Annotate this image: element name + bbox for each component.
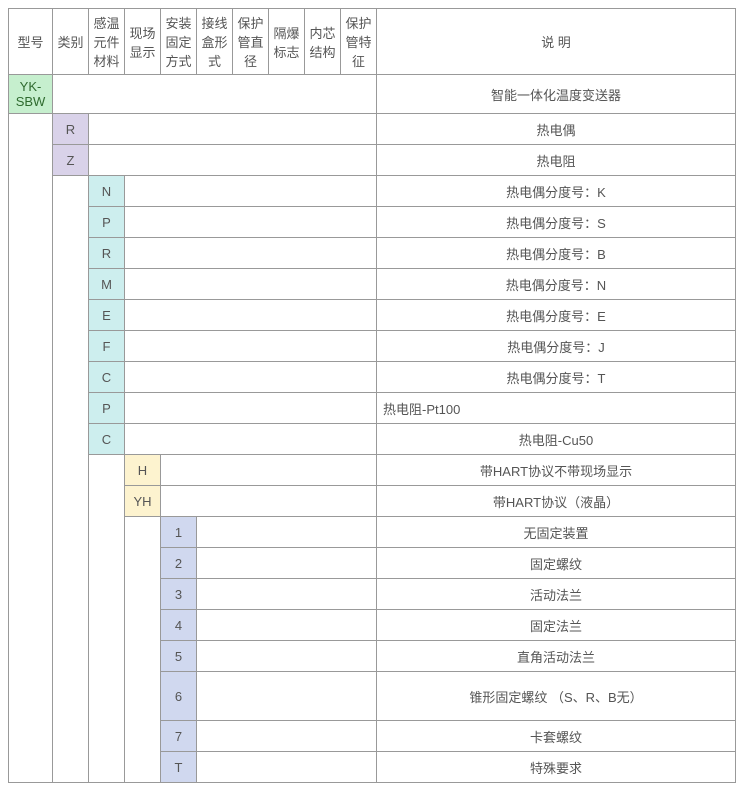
- cell-mount-desc: 固定螺纹: [377, 548, 736, 579]
- header-core: 内芯结构: [305, 9, 341, 75]
- cell-sensor-code: N: [89, 176, 125, 207]
- cell-blank: [125, 207, 377, 238]
- row-sensor: C 热电偶分度号：T: [9, 362, 736, 393]
- row-sensor: P 热电阻-Pt100: [9, 393, 736, 424]
- row-sensor: F 热电偶分度号：J: [9, 331, 736, 362]
- cell-sensor-code: R: [89, 238, 125, 269]
- row-category-Z: Z 热电阻: [9, 145, 736, 176]
- cell-sensor-code: C: [89, 362, 125, 393]
- cell-sensor-code: P: [89, 207, 125, 238]
- cell-mount-code: 1: [161, 517, 197, 548]
- cell-display-desc: 带HART协议（液晶）: [377, 486, 736, 517]
- cell-sensor-desc: 热电偶分度号：N: [377, 269, 736, 300]
- row-sensor: N 热电偶分度号：K: [9, 176, 736, 207]
- cell-blank: [125, 300, 377, 331]
- cell-display-code: H: [125, 455, 161, 486]
- cell-blank: [197, 579, 377, 610]
- row-display: H 带HART协议不带现场显示: [9, 455, 736, 486]
- row-sensor: R 热电偶分度号：B: [9, 238, 736, 269]
- cell-sensor-code: P: [89, 393, 125, 424]
- cell-blank: [125, 331, 377, 362]
- header-display: 现场显示: [125, 9, 161, 75]
- cell-mount-code: T: [161, 752, 197, 783]
- cell-blank: [89, 145, 377, 176]
- header-diameter: 保护管直径: [233, 9, 269, 75]
- cell-display-desc: 带HART协议不带现场显示: [377, 455, 736, 486]
- header-row: 型号 类别 感温元件材料 现场显示 安装固定方式 接线盒形式 保护管直径 隔爆标…: [9, 9, 736, 75]
- cell-blank: [197, 517, 377, 548]
- cell-blank: [125, 393, 377, 424]
- row-sensor: E 热电偶分度号：E: [9, 300, 736, 331]
- cell-sensor-code: M: [89, 269, 125, 300]
- header-mount: 安装固定方式: [161, 9, 197, 75]
- cell-model-code: YK-SBW: [9, 75, 53, 114]
- cell-sensor-desc: 热电阻-Cu50: [377, 424, 736, 455]
- row-category-R: R 热电偶: [9, 114, 736, 145]
- cell-mount-code: 6: [161, 672, 197, 721]
- cell-sensor-code: E: [89, 300, 125, 331]
- header-category: 类别: [53, 9, 89, 75]
- cell-mount-code: 4: [161, 610, 197, 641]
- cell-category-code: R: [53, 114, 89, 145]
- cell-mount-desc: 直角活动法兰: [377, 641, 736, 672]
- cell-blank: [53, 75, 377, 114]
- cell-blank: [197, 610, 377, 641]
- cell-blank: [125, 362, 377, 393]
- cell-mount-code: 7: [161, 721, 197, 752]
- header-tube: 保护管特征: [341, 9, 377, 75]
- row-sensor: P 热电偶分度号：S: [9, 207, 736, 238]
- cell-display-code: YH: [125, 486, 161, 517]
- header-box: 接线盒形式: [197, 9, 233, 75]
- cell-mount-desc: 卡套螺纹: [377, 721, 736, 752]
- cell-sensor-desc: 热电偶分度号：T: [377, 362, 736, 393]
- cell-blank: [125, 424, 377, 455]
- cell-blank: [53, 176, 89, 783]
- cell-blank: [161, 455, 377, 486]
- cell-mount-desc: 锥形固定螺纹 （S、R、B无）: [377, 672, 736, 721]
- row-sensor: C 热电阻-Cu50: [9, 424, 736, 455]
- cell-category-desc: 热电阻: [377, 145, 736, 176]
- header-sensor: 感温元件材料: [89, 9, 125, 75]
- cell-sensor-code: F: [89, 331, 125, 362]
- selection-table: 型号 类别 感温元件材料 现场显示 安装固定方式 接线盒形式 保护管直径 隔爆标…: [8, 8, 736, 783]
- header-desc: 说 明: [377, 9, 736, 75]
- cell-sensor-desc: 热电偶分度号：B: [377, 238, 736, 269]
- cell-sensor-desc: 热电偶分度号：S: [377, 207, 736, 238]
- cell-mount-code: 5: [161, 641, 197, 672]
- cell-mount-desc: 无固定装置: [377, 517, 736, 548]
- header-exproof: 隔爆标志: [269, 9, 305, 75]
- cell-blank: [197, 672, 377, 721]
- cell-blank: [9, 114, 53, 783]
- row-model: YK-SBW 智能一体化温度变送器: [9, 75, 736, 114]
- cell-blank: [197, 752, 377, 783]
- cell-category-code: Z: [53, 145, 89, 176]
- cell-mount-code: 3: [161, 579, 197, 610]
- cell-blank: [197, 548, 377, 579]
- cell-sensor-code: C: [89, 424, 125, 455]
- cell-mount-desc: 活动法兰: [377, 579, 736, 610]
- cell-blank: [161, 486, 377, 517]
- cell-sensor-desc: 热电偶分度号：J: [377, 331, 736, 362]
- cell-mount-desc: 固定法兰: [377, 610, 736, 641]
- cell-blank: [89, 114, 377, 145]
- cell-category-desc: 热电偶: [377, 114, 736, 145]
- cell-blank: [197, 641, 377, 672]
- cell-mount-desc: 特殊要求: [377, 752, 736, 783]
- cell-sensor-desc: 热电偶分度号：K: [377, 176, 736, 207]
- cell-sensor-desc: 热电偶分度号：E: [377, 300, 736, 331]
- cell-mount-code: 2: [161, 548, 197, 579]
- cell-blank: [125, 269, 377, 300]
- cell-blank: [125, 517, 161, 783]
- cell-sensor-desc: 热电阻-Pt100: [377, 393, 736, 424]
- header-model: 型号: [9, 9, 53, 75]
- cell-blank: [197, 721, 377, 752]
- row-sensor: M 热电偶分度号：N: [9, 269, 736, 300]
- cell-blank: [125, 238, 377, 269]
- cell-blank: [125, 176, 377, 207]
- cell-model-desc: 智能一体化温度变送器: [377, 75, 736, 114]
- cell-blank: [89, 455, 125, 783]
